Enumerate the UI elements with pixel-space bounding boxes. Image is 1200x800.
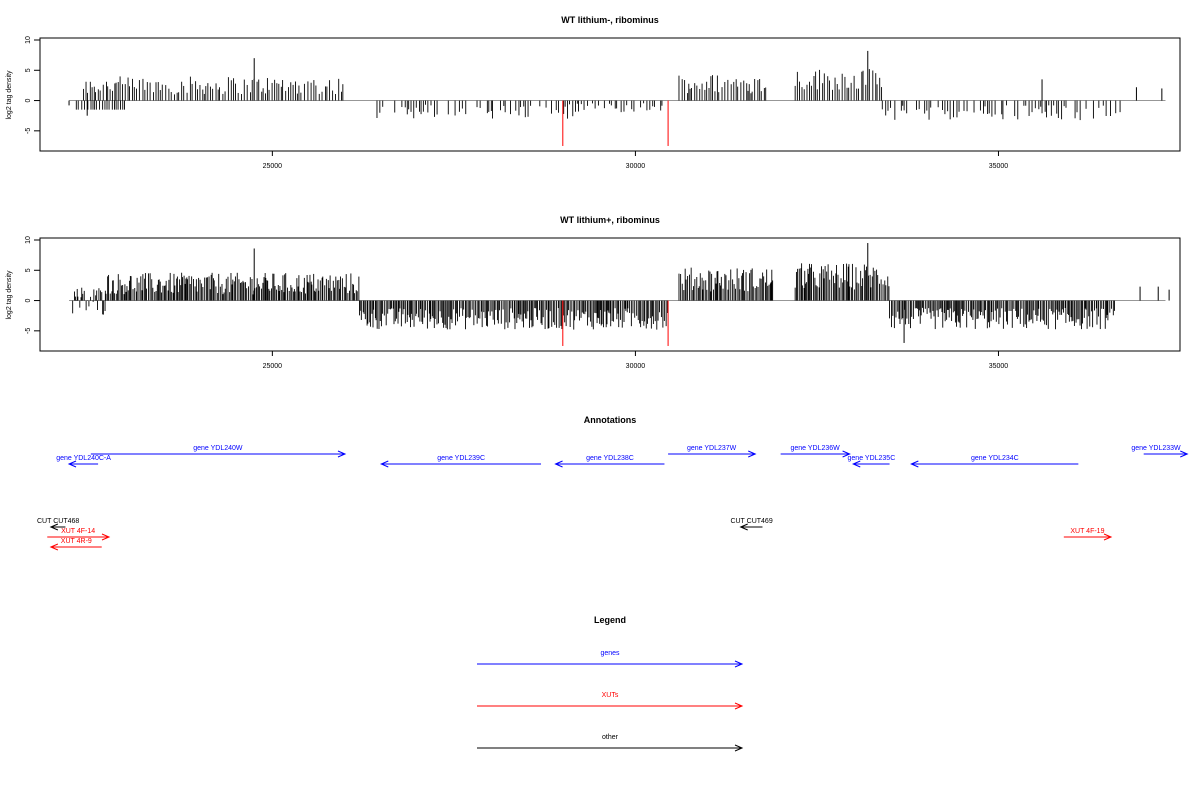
legend-label: XUTs [602, 692, 619, 699]
annotation-arrow-head [1180, 450, 1189, 458]
annotation-arrow-head [910, 460, 919, 468]
annotation-arrow-head [748, 450, 757, 458]
legend-arrow-head [734, 702, 744, 710]
annotation-label: gene YDL236W [790, 445, 840, 452]
annotation-label: gene YDL240C-A [56, 455, 111, 462]
panel-lithium-minus: WT lithium-, ribominus log2 tag density … [6, 15, 1181, 170]
annotation-label: gene YDL235C [848, 455, 896, 462]
annotation-label: gene YDL238C [586, 455, 634, 462]
x-tick-label: 30000 [626, 163, 646, 170]
legend-arrow-head [734, 660, 744, 668]
legend-arrow-head [734, 744, 744, 752]
y-tick-label: 5 [25, 68, 32, 72]
y-tick-label: 5 [25, 268, 32, 272]
x-tick-label: 25000 [263, 363, 283, 370]
annotation-arrow-head [101, 533, 111, 541]
annotations-title: Annotations [584, 415, 637, 425]
panel-2-ylabel: log2 tag density [6, 270, 13, 320]
panel-2-bars [69, 243, 1170, 346]
x-tick-label: 35000 [989, 363, 1009, 370]
panel-1-ylabel: log2 tag density [6, 70, 13, 120]
x-tick-label: 25000 [263, 163, 283, 170]
annotation-label: gene YDL237W [687, 445, 737, 452]
annotation-features: gene YDL240C-A gene YDL240W gene YDL239C ge… [37, 445, 1189, 551]
annotation-label: gene YDL239C [437, 455, 485, 462]
panel-2-plot-frame [39, 237, 1181, 352]
annotation-arrow-head [337, 450, 347, 458]
panel-lithium-plus: WT lithium+, ribominus log2 tag density … [6, 215, 1181, 370]
annotation-arrow-head [739, 523, 748, 531]
annotation-arrow-head [554, 460, 563, 468]
annotation-label: gene YDL233W [1131, 445, 1181, 452]
legend-title: Legend [594, 615, 626, 625]
annotation-label: CUT CUT469 [730, 518, 772, 525]
y-tick-label: 0 [25, 99, 32, 103]
annotation-label: gene YDL234C [971, 455, 1019, 462]
panel-2-axes: -5 0 5 10 25000 30000 35000 [25, 236, 1008, 370]
annotation-arrow-head [851, 460, 861, 468]
annotation-label: CUT CUT468 [37, 518, 79, 525]
annotation-arrow-head [67, 460, 77, 468]
legend-items: genes XUTs other [477, 650, 744, 752]
x-tick-label: 35000 [989, 163, 1009, 170]
legend-label: other [602, 734, 619, 741]
annotation-label: XUT 4F-19 [1070, 528, 1104, 535]
x-tick-label: 30000 [626, 363, 646, 370]
panel-1-axes: -5 0 5 10 25000 30000 35000 [25, 36, 1008, 170]
annotation-arrow-head [380, 460, 389, 468]
y-tick-label: 10 [25, 236, 32, 244]
panel-1-title: WT lithium-, ribominus [561, 15, 659, 25]
panel-1-bars [68, 50, 1166, 146]
annotation-label: gene YDL240W [193, 445, 243, 452]
annotation-arrow-head [49, 543, 59, 551]
annotation-label: XUT 4F-14 [61, 528, 95, 535]
y-tick-label: -5 [25, 328, 32, 334]
annotation-arrow-head [842, 450, 851, 458]
panel-2-title: WT lithium+, ribominus [560, 215, 660, 225]
y-tick-label: 10 [25, 36, 32, 44]
panel-1-plot-frame [39, 37, 1181, 152]
annotation-arrow-head [1103, 533, 1113, 541]
legend: Legend genes XUTs other [477, 615, 744, 752]
legend-label: genes [600, 650, 620, 657]
y-tick-label: -5 [25, 128, 32, 134]
annotation-arrow-head [49, 523, 59, 531]
y-tick-label: 0 [25, 299, 32, 303]
annotation-label: XUT 4R-9 [61, 538, 92, 545]
